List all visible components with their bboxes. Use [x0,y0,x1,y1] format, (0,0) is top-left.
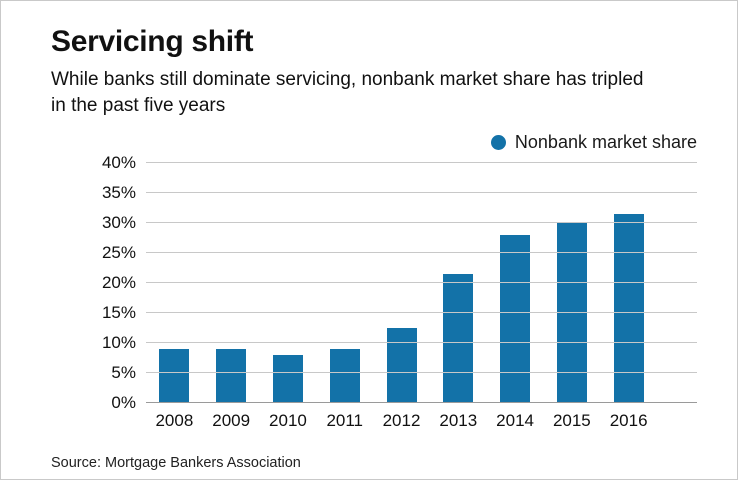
source-note: Source: Mortgage Bankers Association [51,455,301,472]
bar-2014 [500,235,531,404]
gridline-15: 15% [102,303,697,322]
y-tick-label-15: 15% [101,302,136,322]
bars-row [146,163,657,404]
bar-slot-2008 [146,163,203,404]
x-tick-label-2010: 2010 [269,411,307,431]
x-tick-label-2012: 2012 [382,411,421,431]
y-tick-label-40: 40% [101,152,136,172]
bar-slot-2013 [430,163,487,404]
x-tick-label-2008: 2008 [155,411,194,431]
bar-2012 [386,328,417,404]
gridline-35: 35% [102,183,697,202]
bar-slot-2012 [373,163,430,404]
x-tick-label-2011: 2011 [326,411,364,431]
x-tick-label-2009: 2009 [212,411,251,431]
bar-slot-2009 [203,163,260,404]
gridline-30: 30% [102,213,697,232]
gridline-10: 10% [102,333,697,352]
bar-slot-2010 [260,163,317,404]
bar-2016 [613,214,644,404]
bar-2015 [556,223,587,404]
y-tick-label-20: 20% [101,272,136,292]
bar-slot-2016 [600,163,657,404]
legend-label: Nonbank market share [514,132,697,153]
chart-title: Servicing shift [51,25,254,58]
y-tick-label-25: 25% [101,242,136,262]
x-tick-label-2014: 2014 [496,411,534,431]
x-axis: 2008 2009 2010 2011 2012 2013 2014 2015 2016 [146,403,657,431]
x-tick-label-2015: 2015 [552,411,591,431]
y-tick-label-5: 5% [111,362,136,382]
bar-slot-2015 [543,163,600,404]
legend-dot-icon [490,135,506,151]
bar-slot-2011 [316,163,373,404]
bar-2011 [329,349,360,404]
bar-2010 [272,355,303,404]
y-tick-label-10: 10% [101,332,136,352]
gridline-40: 40% [102,153,697,172]
bar-2009 [216,349,247,404]
x-tick-label-2013: 2013 [439,411,478,431]
bar-2008 [159,349,190,404]
gridline-0: 0% [111,393,697,412]
y-tick-label-30: 30% [101,212,136,232]
x-tick-label-2016: 2016 [609,411,648,431]
bar-2013 [443,274,474,404]
gridline-5: 5% [111,363,697,382]
chart-subtitle: While banks still dominate servicing, no… [51,69,644,116]
legend: Nonbank market share [51,132,697,153]
bar-slot-2014 [487,163,544,404]
gridline-25: 25% [102,243,697,262]
bar-chart-plot: 0% 5% 10% 15% 20% 25% 30% 35% 40% [102,153,697,412]
y-tick-label-0: 0% [111,392,136,412]
gridline-20: 20% [102,273,697,292]
y-tick-label-35: 35% [101,182,136,202]
